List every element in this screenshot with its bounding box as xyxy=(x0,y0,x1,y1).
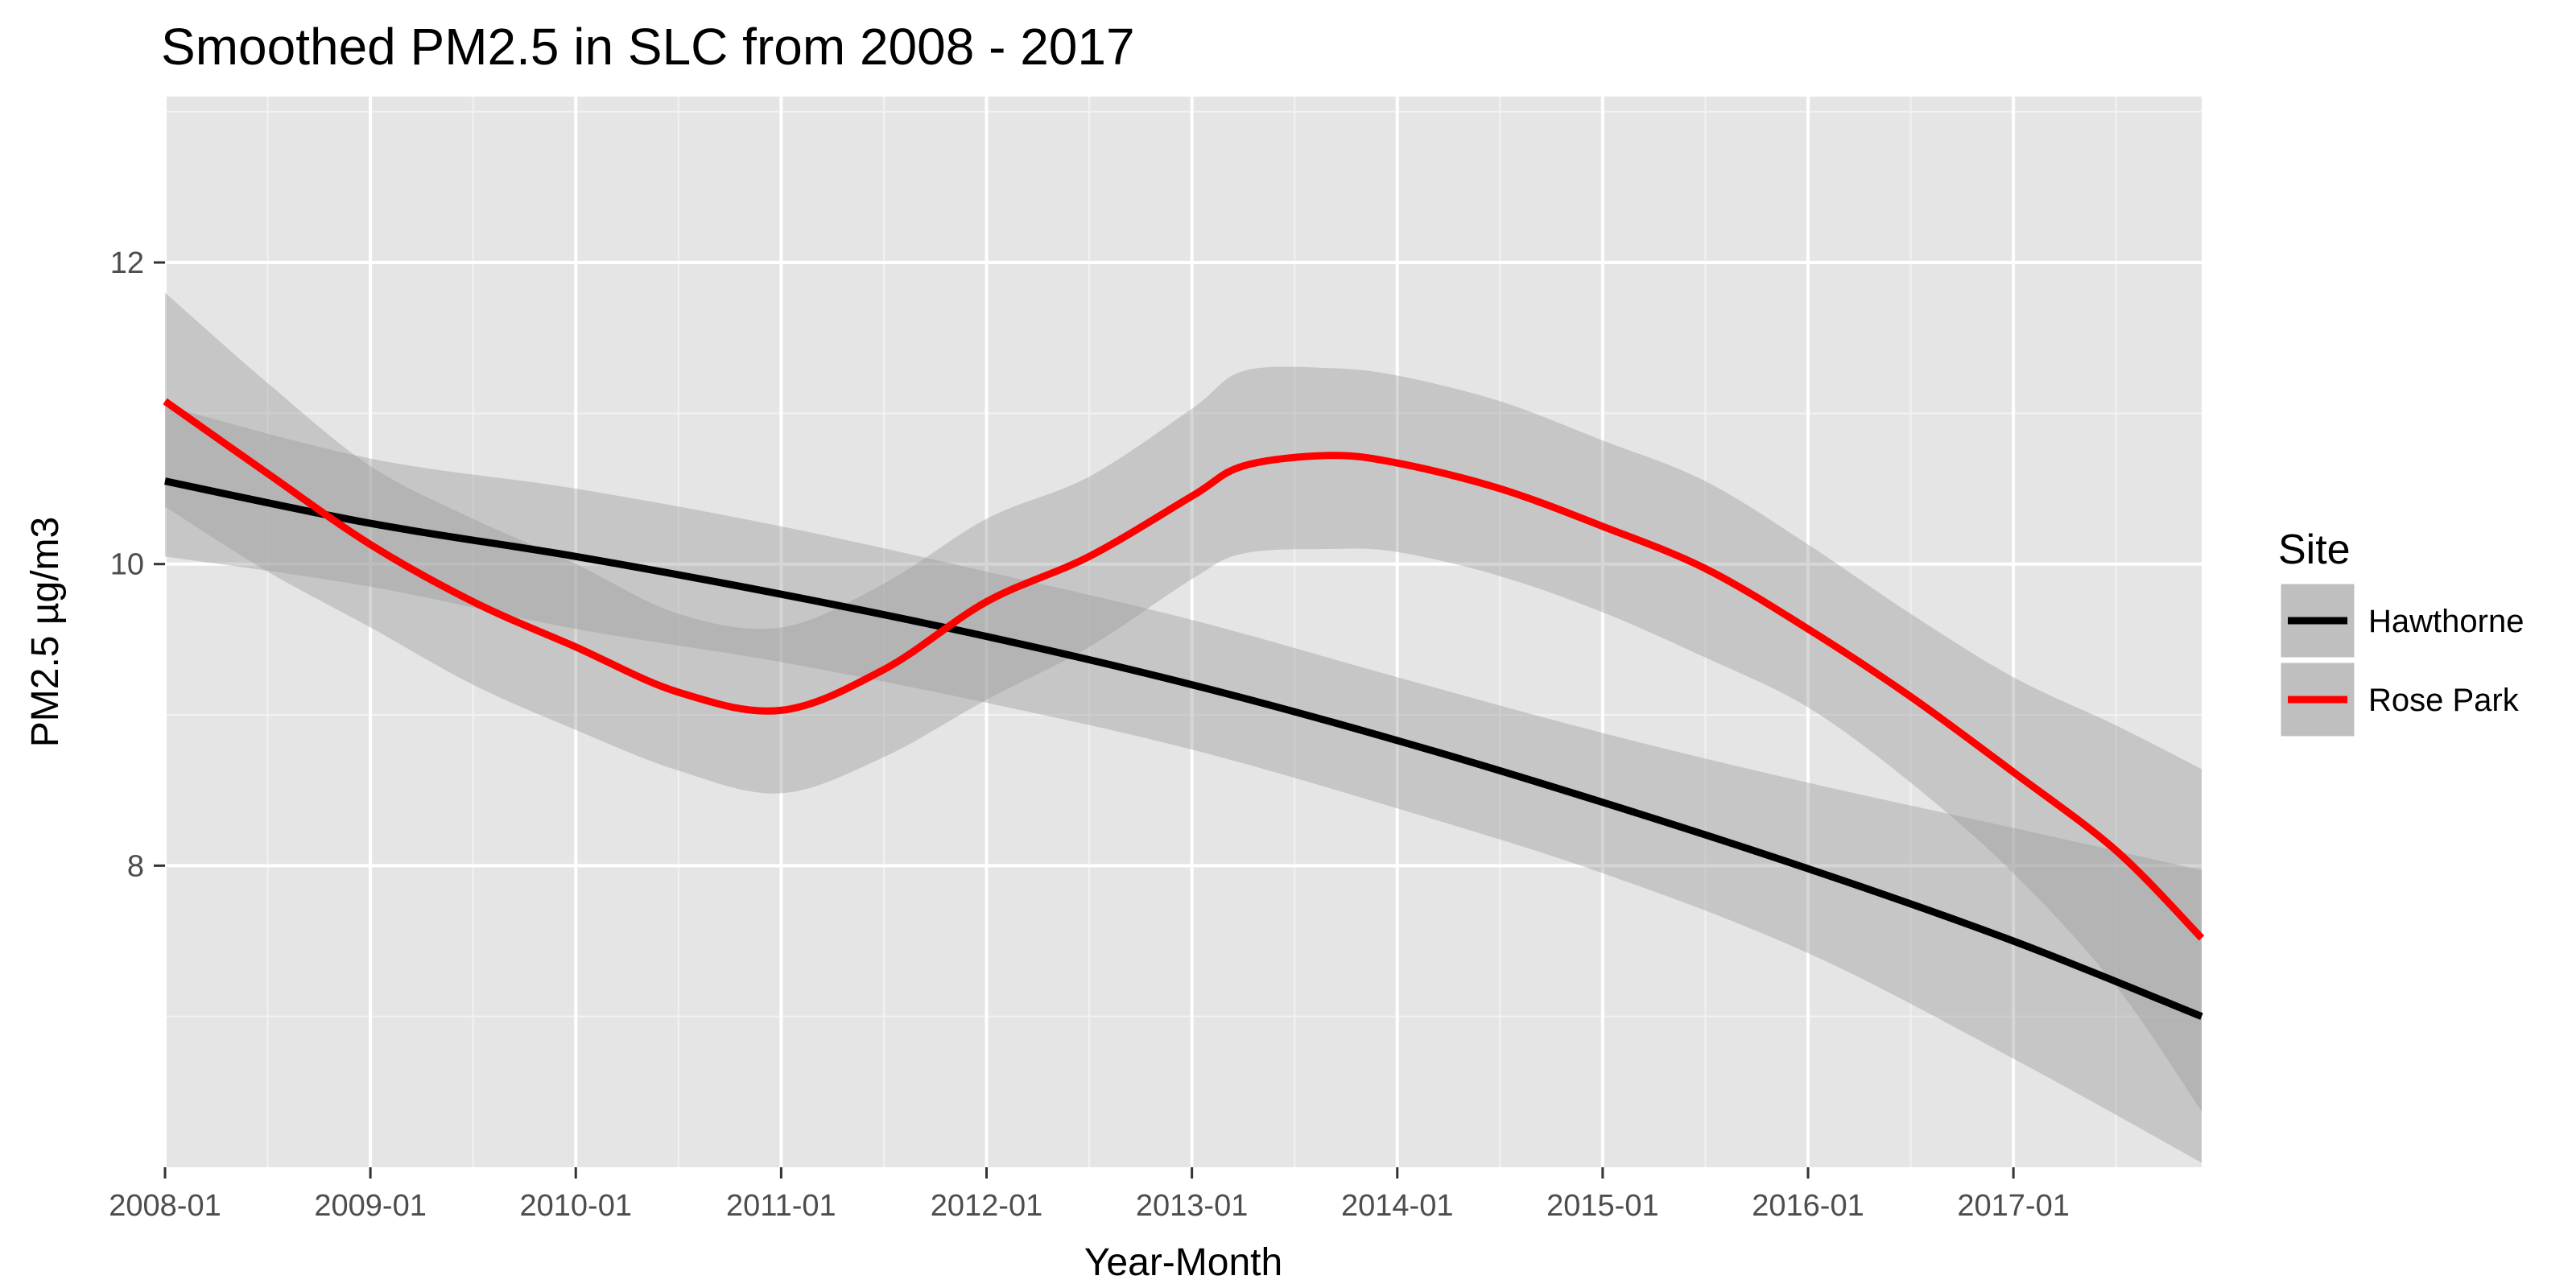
series-line-hawthorne xyxy=(164,477,2203,1020)
x-tick-label: 2012-01 xyxy=(931,1189,1042,1223)
x-tick-label: 2010-01 xyxy=(520,1189,632,1223)
x-tick-label: 2016-01 xyxy=(1752,1189,1864,1223)
x-tick-label: 2011-01 xyxy=(726,1189,836,1223)
chart-title: Smoothed PM2.5 in SLC from 2008 - 2017 xyxy=(161,18,1135,76)
legend-label: Rose Park xyxy=(2368,683,2520,718)
legend: Site Hawthorne Rose Park xyxy=(2278,526,2524,739)
y-tick-label: 8 xyxy=(127,849,144,883)
y-axis-title: PM2.5 µg/m3 xyxy=(24,517,67,747)
confidence-bands xyxy=(165,292,2202,1163)
legend-label: Hawthorne xyxy=(2368,604,2524,639)
x-axis-title: Year-Month xyxy=(1084,1241,1282,1284)
x-tick-label: 2013-01 xyxy=(1136,1189,1248,1223)
x-tick-label: 2009-01 xyxy=(314,1189,426,1223)
y-tick-label: 10 xyxy=(110,548,144,582)
plot-panel xyxy=(165,97,2202,1167)
series-line-rose-park xyxy=(163,398,2205,941)
x-tick-label: 2008-01 xyxy=(109,1189,221,1223)
legend-title: Site xyxy=(2278,526,2351,573)
x-tick-label: 2014-01 xyxy=(1341,1189,1453,1223)
x-tick-label: 2015-01 xyxy=(1546,1189,1658,1223)
ci-band-rose-park xyxy=(165,292,2202,1112)
gridlines xyxy=(163,97,2202,1167)
y-tick-label: 12 xyxy=(110,246,144,280)
x-tick-label: 2017-01 xyxy=(1957,1189,2069,1223)
axes: 2008-01 2009-01 2010-01 2011-01 2012-01 2013-… xyxy=(109,246,2070,1223)
series-lines xyxy=(163,398,2205,1020)
ci-band-hawthorne xyxy=(165,406,2202,1163)
